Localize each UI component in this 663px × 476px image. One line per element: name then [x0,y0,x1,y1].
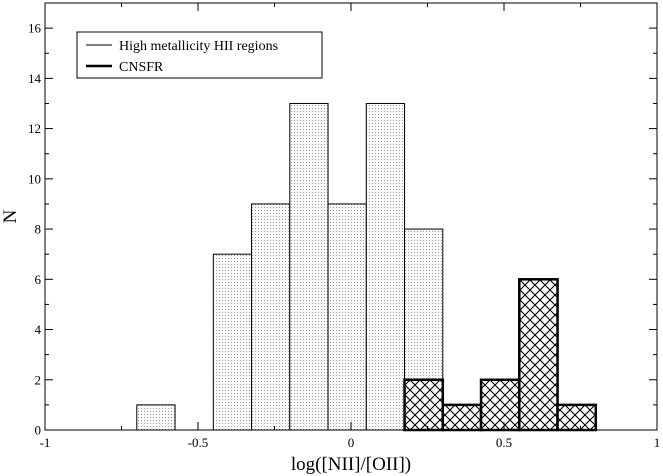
legend-label-cnsfr: CNSFR [119,60,164,75]
legend-label-hii: High metallicity HII regions [119,39,278,54]
y-tick-label: 10 [28,171,41,186]
bar-cnsfr [441,403,483,432]
x-axis-ticks: -1 -0.5 0 0.5 1 [40,3,661,450]
y-axis-ticks: 0 2 4 6 8 10 12 14 16 [28,2,657,438]
y-tick-label: 12 [28,121,41,136]
bar-cnsfr [479,378,521,432]
bar-cnsfr [403,378,445,432]
bar-hii [327,203,367,431]
bar-hii [365,102,406,431]
y-tick-label: 0 [35,423,42,438]
legend: High metallicity HII regions CNSFR [76,31,323,79]
x-tick-label: 1 [654,435,661,450]
y-axis-title: N [0,209,21,223]
y-tick-label: 14 [28,71,42,86]
y-tick-label: 4 [35,322,42,337]
series-hii-bars [136,102,444,431]
bar-hii [212,253,253,431]
bar-hii [251,203,291,431]
y-tick-label: 2 [35,372,42,387]
x-tick-label: -0.5 [188,435,209,450]
legend-box [76,31,323,79]
x-tick-label: 0.5 [496,435,512,450]
bar-cnsfr [518,278,559,432]
y-tick-label: 8 [35,222,42,237]
y-tick-label: 6 [35,272,42,287]
bar-hii [136,404,176,431]
bar-hii [289,102,329,431]
x-axis-title: log([NII]/[OII]) [291,454,411,475]
x-tick-label: 0 [348,435,355,450]
y-tick-label: 16 [28,21,42,36]
bar-cnsfr [556,403,598,432]
x-tick-label: -1 [40,435,51,450]
series-cnsfr-bars [403,278,598,432]
